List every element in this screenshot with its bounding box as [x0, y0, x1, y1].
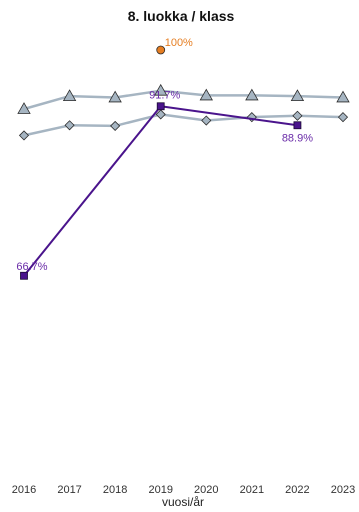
point-triangle-2023 — [336, 90, 350, 103]
x-tick-2016: 2016 — [12, 484, 36, 496]
x-tick-2023: 2023 — [331, 484, 355, 496]
x-tick-2017: 2017 — [57, 484, 81, 496]
point-square-2016 — [20, 271, 28, 280]
x-axis-ticks: 2016 2017 2018 2019 2020 2021 2022 2023 — [12, 484, 355, 496]
series-diamond — [18, 109, 349, 141]
point-triangle-2018 — [108, 90, 122, 103]
data-label-square-2016: 66.7% — [16, 261, 47, 273]
point-triangle-2017 — [62, 89, 77, 102]
x-tick-2020: 2020 — [194, 484, 218, 496]
point-triangle-2020 — [199, 88, 213, 101]
point-triangle-2016 — [17, 102, 31, 114]
point-triangle-2019 — [154, 83, 168, 96]
series-line-diamond — [23, 113, 344, 137]
point-diamond-2016 — [18, 130, 30, 141]
point-diamond-2022 — [292, 110, 303, 121]
point-diamond-2018 — [110, 120, 121, 132]
series-circle: 100% — [156, 37, 193, 55]
series-line-triangle — [23, 89, 344, 111]
point-diamond-2023 — [337, 112, 349, 123]
series-line-square — [23, 105, 298, 277]
data-label-square-2022: 88.9% — [282, 132, 313, 144]
series-square: 66.7% 91.7% 88.9% — [16, 89, 313, 280]
x-tick-2022: 2022 — [285, 484, 309, 496]
point-square-2019 — [156, 102, 165, 111]
point-square-2022 — [293, 121, 302, 130]
x-axis-label: vuosi/år — [162, 495, 204, 509]
data-label-square-2019: 91.7% — [149, 89, 180, 101]
x-tick-2018: 2018 — [103, 484, 127, 496]
point-diamond-2020 — [201, 115, 212, 126]
point-circle-2019 — [156, 45, 166, 55]
point-diamond-2017 — [64, 120, 75, 131]
data-label-circle-2019: 100% — [165, 37, 193, 49]
point-triangle-2022 — [290, 89, 305, 102]
x-tick-2021: 2021 — [240, 484, 264, 496]
x-tick-2019: 2019 — [148, 484, 172, 496]
point-triangle-2021 — [245, 88, 259, 101]
point-diamond-2019 — [155, 109, 166, 120]
series-layer: 66.7% 91.7% 88.9% 100% — [16, 37, 350, 280]
chart-title: 8. luokka / klass — [128, 8, 235, 24]
series-triangle — [17, 83, 350, 114]
